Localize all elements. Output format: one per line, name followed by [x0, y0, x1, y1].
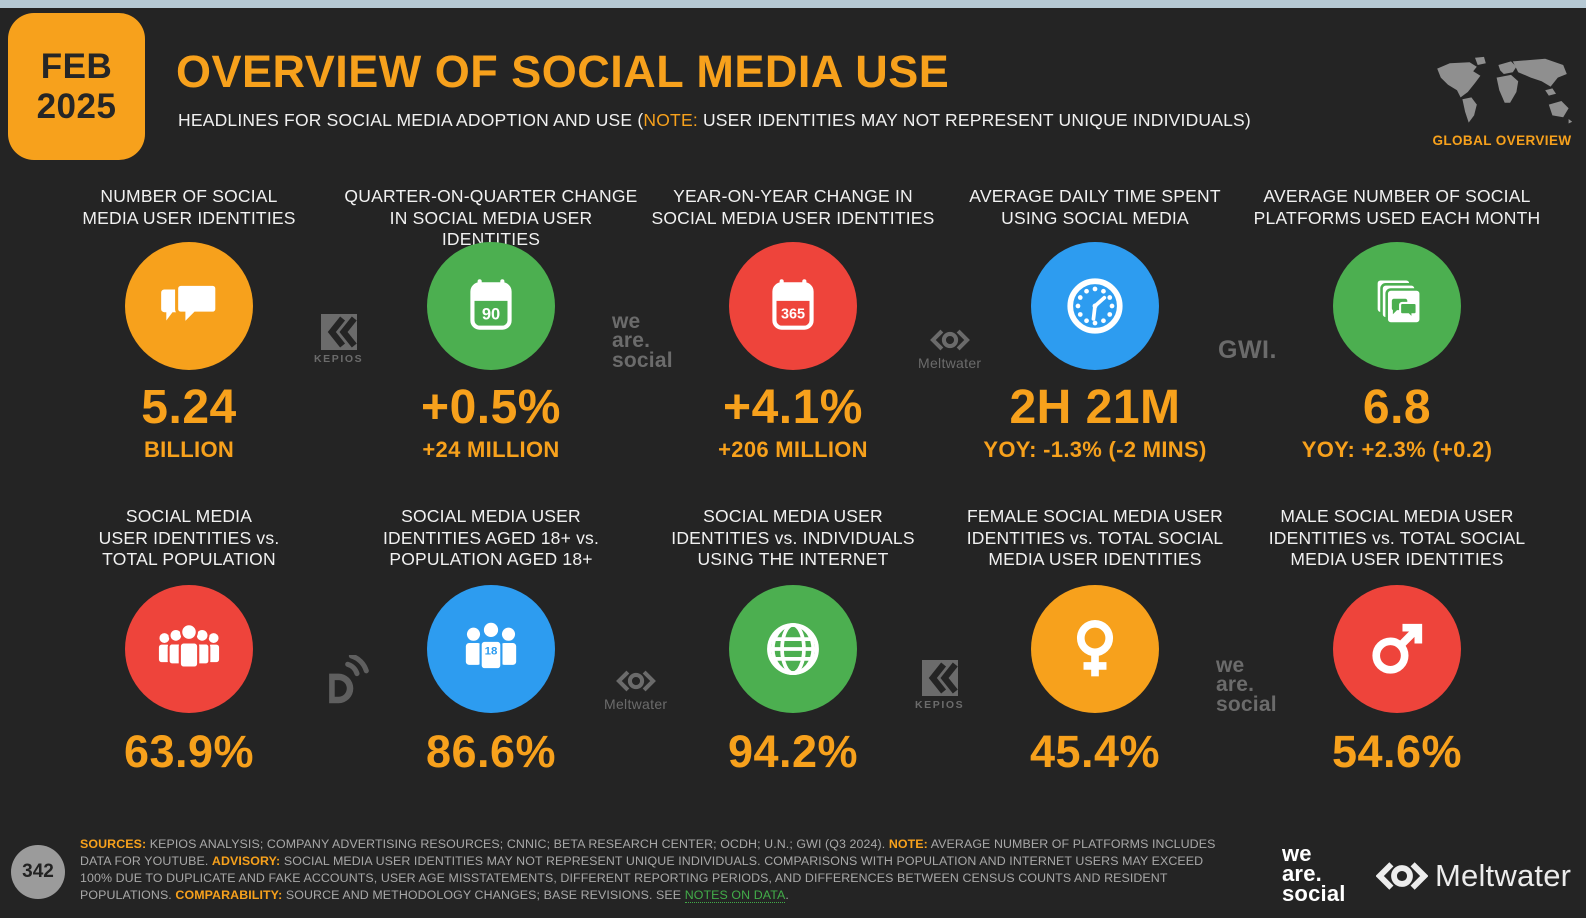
- region-label: GLOBAL OVERVIEW: [1432, 133, 1572, 148]
- female-symbol-icon: [1031, 585, 1159, 713]
- stat-title: SOCIAL MEDIA USER IDENTITIES vs. INDIVID…: [671, 506, 915, 570]
- kepios-label: KEPIOS: [314, 353, 364, 365]
- subtitle-prefix: HEADLINES FOR SOCIAL MEDIA ADOPTION AND …: [178, 110, 644, 130]
- stacked-platforms-icon: [1333, 242, 1461, 370]
- meltwater-logo: Meltwater: [1376, 858, 1571, 894]
- stat-value: +0.5%: [421, 381, 561, 434]
- stat-title: YEAR-ON-YEAR CHANGE IN SOCIAL MEDIA USER…: [651, 186, 935, 228]
- stat-value: 94.2%: [727, 726, 859, 777]
- stat-card-daily-time: AVERAGE DAILY TIME SPENT USING SOCIAL ME…: [944, 186, 1246, 461]
- people-18-icon: 18: [427, 585, 555, 713]
- meltwater-logo-icon: [615, 670, 656, 692]
- date-badge: FEB 2025: [8, 13, 145, 160]
- world-map-icon: [1437, 56, 1573, 124]
- svg-text:90: 90: [482, 305, 500, 323]
- stat-subvalue: YOY: -1.3% (-2 MINS): [983, 437, 1207, 462]
- stat-subvalue: YOY: +2.3% (+0.2): [1301, 437, 1493, 462]
- svg-text:365: 365: [781, 306, 805, 322]
- stat-title: NUMBER OF SOCIAL MEDIA USER IDENTITIES: [82, 186, 296, 228]
- kepios-logo-icon: [921, 660, 958, 696]
- subtitle-rest: USER IDENTITIES MAY NOT REPRESENT UNIQUE…: [697, 110, 1251, 130]
- calendar-365-icon: 365: [729, 242, 857, 370]
- page-subtitle: HEADLINES FOR SOCIAL MEDIA ADOPTION AND …: [178, 110, 1251, 131]
- stat-value: +4.1%: [723, 381, 863, 434]
- datareportal-logo-icon: [329, 653, 369, 704]
- stat-value: 5.24: [141, 381, 237, 434]
- stat-title: QUARTER-ON-QUARTER CHANGE IN SOCIAL MEDI…: [344, 186, 638, 250]
- stat-card-user-identities: NUMBER OF SOCIAL MEDIA USER IDENTITIES 5…: [38, 186, 340, 461]
- stat-value: 45.4%: [1029, 726, 1161, 777]
- kepios-label: KEPIOS: [915, 699, 965, 711]
- meltwater-label: Meltwater: [918, 355, 982, 371]
- stat-card-qoq-change: QUARTER-ON-QUARTER CHANGE IN SOCIAL MEDI…: [340, 186, 642, 461]
- footer-notes: SOURCES: KEPIOS ANALYSIS; COMPANY ADVERT…: [80, 837, 1216, 903]
- stat-title: AVERAGE DAILY TIME SPENT USING SOCIAL ME…: [969, 186, 1221, 228]
- world-map: [1427, 56, 1577, 133]
- stat-title: SOCIAL MEDIA USER IDENTITIES AGED 18+ vs…: [382, 506, 600, 570]
- stat-value: 2H 21M: [1009, 381, 1181, 434]
- kepios-watermark: KEPIOS: [915, 660, 964, 711]
- stat-value: 6.8: [1362, 381, 1432, 434]
- chat-bubbles-icon: [125, 242, 253, 370]
- people-group-icon: [125, 585, 253, 713]
- stat-value: 63.9%: [123, 726, 255, 777]
- stat-value: 54.6%: [1331, 726, 1463, 777]
- stat-title: MALE SOCIAL MEDIA USER IDENTITIES vs. TO…: [1268, 506, 1526, 570]
- stat-card-aged-18plus: SOCIAL MEDIA USER IDENTITIES AGED 18+ vs…: [340, 506, 642, 774]
- date-year: 2025: [36, 86, 117, 126]
- clock-icon: [1031, 242, 1159, 370]
- male-symbol-icon: [1333, 585, 1461, 713]
- kepios-watermark: KEPIOS: [314, 314, 363, 365]
- stat-subvalue: BILLION: [143, 437, 235, 462]
- stat-card-vs-population: SOCIAL MEDIA USER IDENTITIES vs. TOTAL P…: [38, 506, 340, 774]
- stat-card-platforms: AVERAGE NUMBER OF SOCIAL PLATFORMS USED …: [1246, 186, 1548, 461]
- stat-title: FEMALE SOCIAL MEDIA USER IDENTITIES vs. …: [966, 506, 1224, 570]
- stat-card-male-share: MALE SOCIAL MEDIA USER IDENTITIES vs. TO…: [1246, 506, 1548, 774]
- stat-subvalue: +206 MILLION: [718, 437, 868, 462]
- stats-row-1: NUMBER OF SOCIAL MEDIA USER IDENTITIES 5…: [38, 186, 1548, 461]
- stat-card-yoy-change: YEAR-ON-YEAR CHANGE IN SOCIAL MEDIA USER…: [642, 186, 944, 461]
- stat-card-female-share: FEMALE SOCIAL MEDIA USER IDENTITIES vs. …: [944, 506, 1246, 774]
- sources-label: SOURCES:: [80, 837, 147, 851]
- advisory-label: ADVISORY:: [211, 853, 281, 868]
- wearesocial-watermark: we are. social: [612, 310, 673, 372]
- notes-on-data-link[interactable]: NOTES ON DATA: [684, 887, 786, 903]
- top-accent-bar: [0, 0, 1586, 8]
- subtitle-note-label: NOTE:: [643, 110, 698, 130]
- stat-title: SOCIAL MEDIA USER IDENTITIES vs. TOTAL P…: [98, 506, 280, 570]
- stat-title: AVERAGE NUMBER OF SOCIAL PLATFORMS USED …: [1253, 186, 1541, 228]
- stats-row-2: SOCIAL MEDIA USER IDENTITIES vs. TOTAL P…: [38, 506, 1548, 774]
- kepios-logo-icon: [320, 314, 357, 350]
- globe-icon: [729, 585, 857, 713]
- comparability-label: COMPARABILITY:: [175, 887, 283, 902]
- meltwater-watermark: Meltwater: [918, 327, 981, 371]
- meltwater-eye-icon: [1376, 862, 1428, 890]
- meltwater-wordmark: Meltwater: [1435, 858, 1572, 893]
- stat-value: 86.6%: [425, 726, 557, 777]
- note-label: NOTE:: [888, 837, 928, 851]
- meltwater-watermark: Meltwater: [604, 668, 667, 712]
- meltwater-logo-icon: [929, 329, 970, 351]
- date-month: FEB: [40, 47, 113, 87]
- datareportal-watermark: [318, 653, 370, 712]
- stat-card-vs-internet-users: SOCIAL MEDIA USER IDENTITIES vs. INDIVID…: [642, 506, 944, 774]
- page-number: 342: [22, 861, 54, 882]
- wearesocial-logo: we are. social: [1282, 841, 1346, 907]
- wearesocial-watermark: we are. social: [1216, 654, 1277, 716]
- svg-text:18: 18: [485, 645, 498, 657]
- calendar-90-icon: 90: [427, 242, 555, 370]
- stat-subvalue: +24 MILLION: [422, 437, 560, 462]
- meltwater-label: Meltwater: [604, 696, 668, 712]
- gwi-watermark: GWI.: [1218, 336, 1277, 364]
- page-title: OVERVIEW OF SOCIAL MEDIA USE: [176, 46, 950, 97]
- page-number-badge: 342: [11, 845, 65, 899]
